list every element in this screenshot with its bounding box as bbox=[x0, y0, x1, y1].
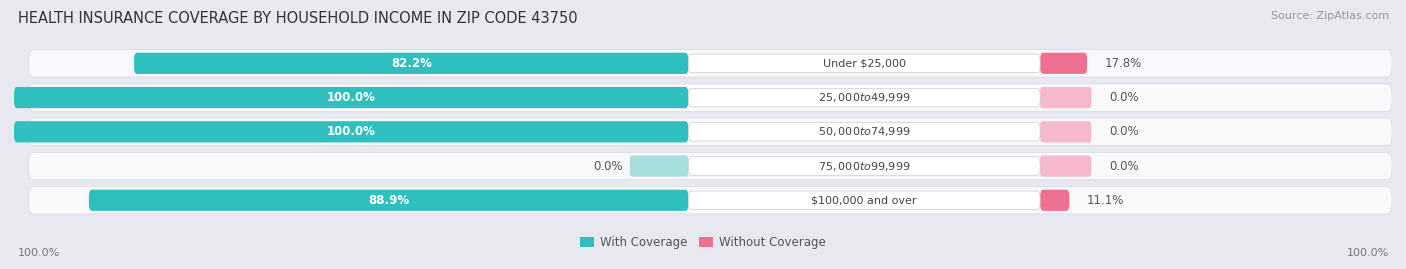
FancyBboxPatch shape bbox=[689, 157, 1040, 175]
FancyBboxPatch shape bbox=[89, 190, 689, 211]
Legend: With Coverage, Without Coverage: With Coverage, Without Coverage bbox=[575, 232, 831, 254]
Text: $100,000 and over: $100,000 and over bbox=[811, 195, 917, 205]
Text: 100.0%: 100.0% bbox=[1347, 248, 1389, 258]
FancyBboxPatch shape bbox=[14, 87, 689, 108]
Text: 100.0%: 100.0% bbox=[18, 248, 60, 258]
FancyBboxPatch shape bbox=[1040, 155, 1091, 177]
Text: 0.0%: 0.0% bbox=[1109, 160, 1139, 172]
Text: $75,000 to $99,999: $75,000 to $99,999 bbox=[818, 160, 911, 172]
Text: 11.1%: 11.1% bbox=[1087, 194, 1125, 207]
Text: Under $25,000: Under $25,000 bbox=[823, 58, 905, 68]
Text: 0.0%: 0.0% bbox=[1109, 125, 1139, 138]
FancyBboxPatch shape bbox=[14, 121, 689, 142]
FancyBboxPatch shape bbox=[28, 50, 1392, 77]
FancyBboxPatch shape bbox=[28, 118, 1392, 146]
FancyBboxPatch shape bbox=[1040, 87, 1091, 108]
FancyBboxPatch shape bbox=[1040, 121, 1091, 142]
Text: 0.0%: 0.0% bbox=[593, 160, 623, 172]
FancyBboxPatch shape bbox=[1040, 190, 1070, 211]
FancyBboxPatch shape bbox=[28, 187, 1392, 214]
Text: 100.0%: 100.0% bbox=[326, 125, 375, 138]
Text: 88.9%: 88.9% bbox=[368, 194, 409, 207]
Text: 0.0%: 0.0% bbox=[1109, 91, 1139, 104]
FancyBboxPatch shape bbox=[689, 123, 1040, 141]
FancyBboxPatch shape bbox=[28, 152, 1392, 180]
FancyBboxPatch shape bbox=[28, 84, 1392, 111]
Text: $50,000 to $74,999: $50,000 to $74,999 bbox=[818, 125, 911, 138]
Text: Source: ZipAtlas.com: Source: ZipAtlas.com bbox=[1271, 11, 1389, 21]
Text: 17.8%: 17.8% bbox=[1105, 57, 1142, 70]
FancyBboxPatch shape bbox=[689, 88, 1040, 107]
Text: HEALTH INSURANCE COVERAGE BY HOUSEHOLD INCOME IN ZIP CODE 43750: HEALTH INSURANCE COVERAGE BY HOUSEHOLD I… bbox=[18, 11, 578, 26]
FancyBboxPatch shape bbox=[630, 155, 689, 177]
FancyBboxPatch shape bbox=[134, 53, 689, 74]
Text: 100.0%: 100.0% bbox=[326, 91, 375, 104]
FancyBboxPatch shape bbox=[1040, 53, 1087, 74]
Text: 82.2%: 82.2% bbox=[391, 57, 432, 70]
FancyBboxPatch shape bbox=[689, 54, 1040, 73]
FancyBboxPatch shape bbox=[689, 191, 1040, 210]
Text: $25,000 to $49,999: $25,000 to $49,999 bbox=[818, 91, 911, 104]
